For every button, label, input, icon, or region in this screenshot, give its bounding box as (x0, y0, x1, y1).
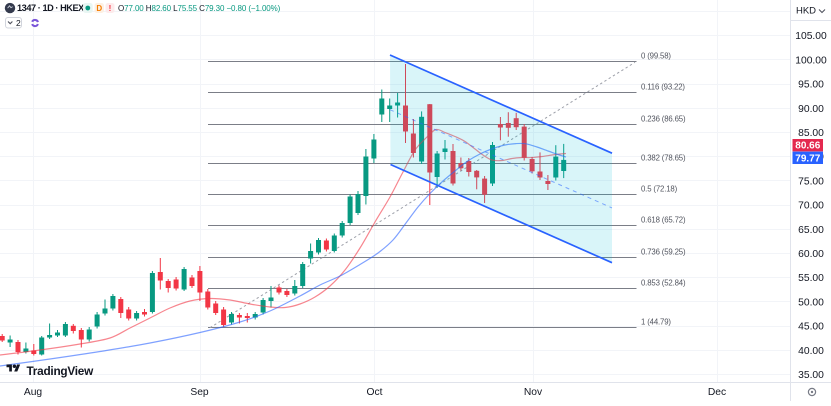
svg-text:O77.00 H82.60 L75.55 C79.30 −0: O77.00 H82.60 L75.55 C79.30 −0.80 (−1.00… (118, 4, 281, 13)
svg-text:0.5 (72.18): 0.5 (72.18) (641, 185, 678, 194)
svg-text:95.00: 95.00 (798, 80, 824, 91)
svg-text:105.00: 105.00 (795, 31, 827, 42)
svg-text:60.00: 60.00 (798, 249, 824, 260)
svg-text:50.00: 50.00 (798, 297, 824, 308)
svg-text:0.736 (59.25): 0.736 (59.25) (641, 248, 686, 257)
svg-text:Oct: Oct (366, 387, 382, 398)
svg-text:40.00: 40.00 (798, 346, 824, 357)
svg-text:1347 · 1D · HKEX: 1347 · 1D · HKEX (17, 3, 85, 13)
svg-text:0.116 (93.22): 0.116 (93.22) (641, 83, 685, 92)
svg-text:0 (99.58): 0 (99.58) (641, 52, 671, 61)
svg-text:90.00: 90.00 (798, 104, 824, 115)
svg-text:1 (44.79): 1 (44.79) (641, 318, 671, 327)
svg-text:2: 2 (16, 18, 21, 28)
svg-text:!: ! (109, 4, 112, 13)
svg-text:100.00: 100.00 (795, 55, 827, 66)
svg-text:75.00: 75.00 (798, 176, 824, 187)
svg-text:0.382 (78.65): 0.382 (78.65) (641, 154, 686, 163)
svg-text:80.66: 80.66 (795, 141, 820, 152)
svg-text:D: D (96, 4, 102, 13)
svg-text:Aug: Aug (24, 387, 43, 398)
svg-text:35.00: 35.00 (798, 370, 824, 381)
svg-text:45.00: 45.00 (798, 322, 824, 333)
svg-text:0.618 (65.72): 0.618 (65.72) (641, 216, 686, 225)
svg-text:55.00: 55.00 (798, 273, 824, 284)
svg-text:70.00: 70.00 (798, 201, 824, 212)
svg-text:Sep: Sep (190, 387, 209, 398)
svg-text:HKD: HKD (796, 6, 816, 17)
svg-text:65.00: 65.00 (798, 225, 824, 236)
svg-text:Nov: Nov (524, 387, 543, 398)
svg-text:TradingView: TradingView (27, 364, 95, 378)
svg-text:85.00: 85.00 (798, 128, 824, 139)
svg-text:79.77: 79.77 (795, 153, 820, 164)
svg-text:0.853 (52.84): 0.853 (52.84) (641, 279, 686, 288)
svg-text:0.236 (86.65): 0.236 (86.65) (641, 115, 686, 124)
svg-text:Dec: Dec (708, 387, 726, 398)
